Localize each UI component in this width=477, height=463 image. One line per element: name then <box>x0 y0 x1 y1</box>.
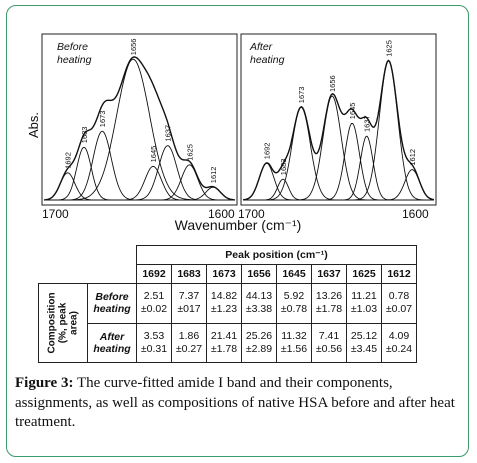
peak-position-header: Peak position (cm⁻¹) <box>136 245 417 265</box>
table-corner <box>38 245 137 284</box>
panel-after-x-right-tick: 1600 <box>402 207 429 221</box>
figure-frame <box>6 5 469 457</box>
peak-label-1683: 1683 <box>279 159 288 176</box>
table-cell: 21.41 ±1.78 <box>206 322 242 363</box>
panel-before-label-line2: heating <box>57 54 92 66</box>
table-cell: 1.86 ±0.27 <box>171 322 207 363</box>
panel-before-box <box>41 33 238 206</box>
table-cell: 25.26 ±2.89 <box>241 322 277 363</box>
col-header: 1673 <box>206 264 242 284</box>
col-header: 1637 <box>311 264 347 284</box>
peak-label-1692: 1692 <box>263 143 272 160</box>
col-header: 1625 <box>346 264 382 284</box>
y-axis-label: Abs. <box>26 112 41 138</box>
col-header: 1683 <box>171 264 207 284</box>
component-curve-1683 <box>243 178 434 201</box>
peak-label-1637: 1637 <box>164 125 173 142</box>
table-row: After heating 3.53 ±0.31 1.86 ±0.27 21.41 ±1… <box>39 322 417 363</box>
col-header: 1612 <box>381 264 417 284</box>
peak-label-1645: 1645 <box>348 103 357 120</box>
panel-after-box <box>240 33 437 206</box>
panel-before-x-right-tick: 1600 <box>208 207 235 221</box>
spectra-figure: 1692 1683 1673 1656 1645 1637 1625 1612 1692 168… <box>26 33 437 233</box>
col-header: 1656 <box>241 264 277 284</box>
table-cell: 5.92 ±0.78 <box>276 283 312 324</box>
table-cell: 44.13 ±3.38 <box>241 283 277 324</box>
peak-label-1637: 1637 <box>363 115 372 132</box>
table-cell: 13.26 ±1.78 <box>311 283 347 324</box>
caption-label: Figure 3: <box>15 375 74 391</box>
panel-after-x-left-tick: 1700 <box>238 207 265 221</box>
x-axis-label: Wavenumber (cm⁻¹) <box>175 217 302 233</box>
table-cell: 11.21 ±1.03 <box>346 283 382 324</box>
peak-label-1656: 1656 <box>328 75 337 92</box>
peak-label-1612: 1612 <box>408 149 417 166</box>
component-curve-1612 <box>243 169 435 201</box>
peak-label-1612: 1612 <box>209 167 218 184</box>
peak-label-1683: 1683 <box>80 127 89 144</box>
figure-caption: Figure 3: The curve-fitted amide I band … <box>15 374 467 433</box>
table-cell: 7.41 ±0.56 <box>311 322 347 363</box>
peak-label-1673: 1673 <box>98 111 107 128</box>
table-cell: 3.53 ±0.31 <box>136 322 172 363</box>
row-label-after: After heating <box>87 322 137 363</box>
component-curve-1625 <box>243 60 434 201</box>
component-curve-1645 <box>243 122 434 201</box>
peak-label-1656: 1656 <box>129 39 138 56</box>
col-header: 1692 <box>136 264 172 284</box>
peak-label-1645: 1645 <box>149 146 158 163</box>
component-curve-1612 <box>44 186 236 201</box>
caption-text: The curve-fitted amide I band and their … <box>15 375 455 430</box>
panel-after-label-line2: heating <box>250 54 285 66</box>
peak-label-1692: 1692 <box>64 152 73 169</box>
composition-label: Composition (%, peak area) <box>46 292 80 354</box>
peak-composition-table: Peak position (cm⁻¹) 1692 1683 1673 1656… <box>38 245 417 363</box>
component-curve-1625 <box>44 164 235 201</box>
table-cell: 2.51 ±0.02 <box>136 283 172 324</box>
envelope-curve <box>43 56 236 201</box>
table-cell: 14.82 ±1.23 <box>206 283 242 324</box>
envelope-curve <box>242 59 435 201</box>
peak-label-1673: 1673 <box>297 87 306 104</box>
panel-before-label-line1: Before <box>57 41 88 53</box>
table-row: Composition (%, peak area) Before heating… <box>38 283 417 363</box>
peak-label-1625: 1625 <box>186 144 195 161</box>
panel-after-heating: 1692 1683 1673 1656 1645 1637 1625 1612 <box>242 40 435 201</box>
table-cell: 25.12 ±3.45 <box>346 322 382 363</box>
row-label-before: Before heating <box>87 283 137 324</box>
table-cell: 0.78 ±0.07 <box>381 283 417 324</box>
peak-label-1625: 1625 <box>385 40 394 57</box>
panel-before-x-left-tick: 1700 <box>42 207 69 221</box>
composition-label-cell: Composition (%, peak area) <box>38 283 88 363</box>
table-cell: 4.09 ±0.24 <box>381 322 417 363</box>
table-cell: 7.37 ±017 <box>171 283 207 324</box>
column-header-row: 1692 1683 1673 1656 1645 1637 1625 1612 <box>39 264 417 284</box>
panel-after-label-line1: After <box>249 41 273 53</box>
panel-before-heating: 1692 1683 1673 1656 1645 1637 1625 1612 <box>43 39 236 201</box>
table-cell: 11.32 ±1.56 <box>276 322 312 363</box>
col-header: 1645 <box>276 264 312 284</box>
